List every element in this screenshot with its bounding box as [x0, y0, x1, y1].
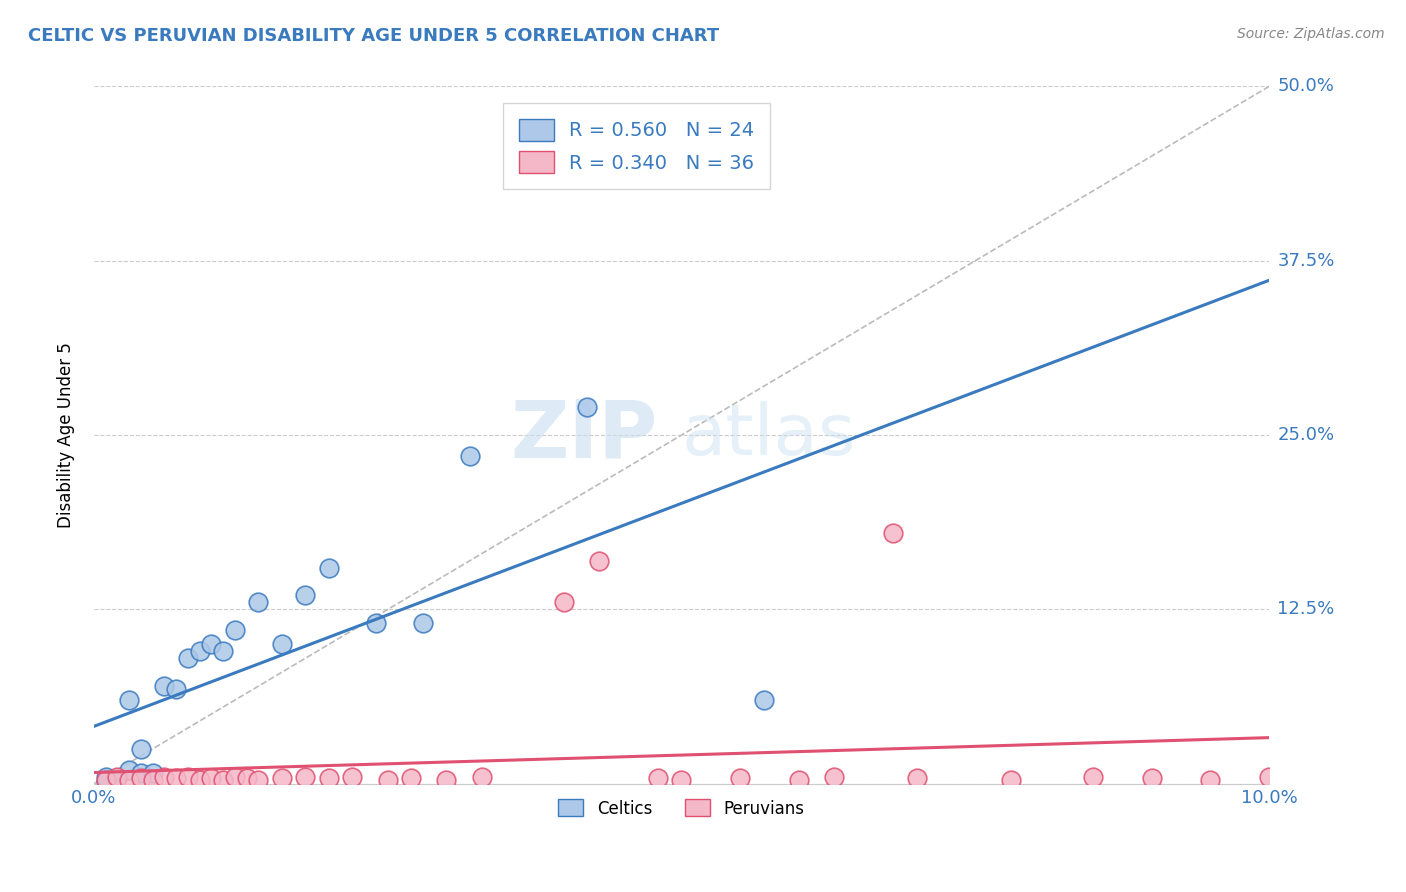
Point — [553, 595, 575, 609]
Point — [271, 771, 294, 785]
Text: atlas: atlas — [682, 401, 856, 469]
Point — [118, 772, 141, 787]
Point — [118, 763, 141, 777]
Point — [271, 637, 294, 651]
Point — [377, 772, 399, 787]
Point — [142, 765, 165, 780]
Text: Source: ZipAtlas.com: Source: ZipAtlas.com — [1237, 27, 1385, 41]
Text: 37.5%: 37.5% — [1278, 252, 1334, 269]
Point — [342, 770, 364, 784]
Point — [224, 624, 246, 638]
Point — [752, 693, 775, 707]
Point — [94, 773, 117, 788]
Point — [364, 616, 387, 631]
Point — [318, 771, 340, 785]
Text: 25.0%: 25.0% — [1278, 426, 1334, 444]
Point — [188, 772, 211, 787]
Point — [165, 681, 187, 696]
Point — [212, 644, 235, 658]
Point — [647, 771, 669, 785]
Point — [107, 770, 129, 784]
Point — [142, 772, 165, 787]
Point — [94, 772, 117, 787]
Point — [318, 560, 340, 574]
Point — [94, 770, 117, 784]
Point — [882, 525, 904, 540]
Point — [905, 771, 928, 785]
Point — [153, 679, 176, 693]
Legend: Celtics, Peruvians: Celtics, Peruvians — [551, 793, 811, 824]
Point — [177, 651, 200, 665]
Text: CELTIC VS PERUVIAN DISABILITY AGE UNDER 5 CORRELATION CHART: CELTIC VS PERUVIAN DISABILITY AGE UNDER … — [28, 27, 720, 45]
Point — [1081, 770, 1104, 784]
Point — [294, 770, 316, 784]
Point — [247, 772, 270, 787]
Point — [823, 770, 845, 784]
Point — [224, 770, 246, 784]
Point — [471, 770, 494, 784]
Point — [1258, 770, 1281, 784]
Point — [458, 449, 481, 463]
Point — [129, 771, 152, 785]
Point — [129, 742, 152, 756]
Point — [294, 589, 316, 603]
Point — [588, 553, 610, 567]
Point — [728, 771, 751, 785]
Point — [671, 772, 693, 787]
Text: 12.5%: 12.5% — [1278, 600, 1334, 618]
Point — [235, 771, 257, 785]
Point — [153, 770, 176, 784]
Point — [436, 772, 458, 787]
Point — [787, 772, 810, 787]
Point — [200, 637, 222, 651]
Point — [177, 770, 200, 784]
Y-axis label: Disability Age Under 5: Disability Age Under 5 — [58, 343, 75, 528]
Text: 50.0%: 50.0% — [1278, 78, 1334, 95]
Point — [576, 400, 599, 414]
Point — [118, 693, 141, 707]
Point — [412, 616, 434, 631]
Point — [165, 771, 187, 785]
Point — [188, 644, 211, 658]
Point — [399, 771, 422, 785]
Point — [247, 595, 270, 609]
Point — [200, 771, 222, 785]
Point — [1199, 772, 1222, 787]
Point — [129, 765, 152, 780]
Text: ZIP: ZIP — [510, 396, 658, 474]
Point — [212, 772, 235, 787]
Point — [107, 771, 129, 785]
Point — [1000, 772, 1022, 787]
Point — [1140, 771, 1163, 785]
